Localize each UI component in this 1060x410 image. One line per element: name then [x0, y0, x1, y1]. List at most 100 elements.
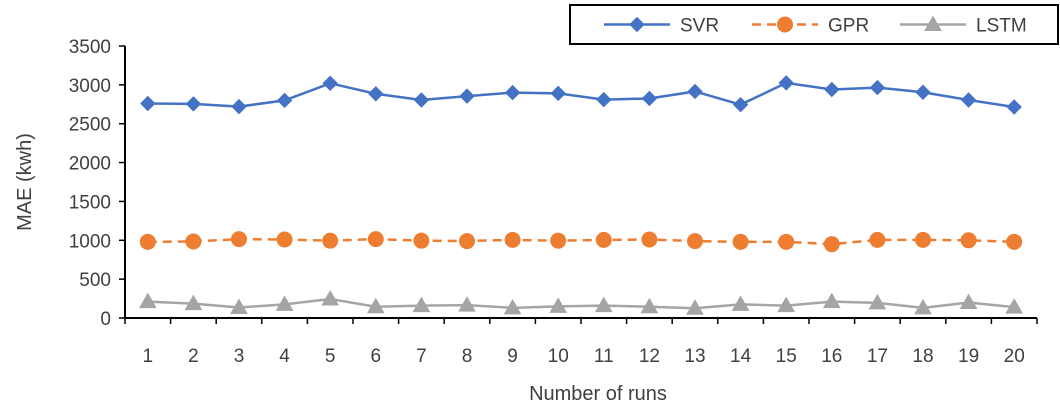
x-tick-label: 5 [325, 346, 336, 367]
data-point-svr [869, 79, 886, 96]
data-point-svr [459, 88, 475, 104]
data-point-lstm [366, 297, 385, 314]
x-tick-label: 16 [821, 346, 842, 367]
data-point-svr [231, 98, 247, 115]
series-gpr [139, 231, 1023, 253]
data-point-svr [1006, 99, 1022, 115]
data-point-gpr [960, 232, 977, 249]
legend-marker-svr [629, 16, 645, 33]
x-tick-label: 7 [416, 346, 427, 367]
x-tick-label: 11 [594, 346, 614, 367]
x-tick-label: 19 [958, 346, 979, 367]
data-point-gpr [732, 233, 749, 250]
x-tick-label: 18 [912, 346, 933, 367]
data-point-svr [824, 81, 840, 98]
data-point-svr [687, 83, 703, 100]
x-tick-label: 20 [1004, 346, 1025, 367]
data-point-svr [185, 96, 202, 112]
data-point-lstm [1005, 298, 1024, 314]
legend-marker-lstm [924, 15, 942, 31]
y-tick-label: 3000 [69, 76, 111, 97]
data-point-lstm [868, 293, 887, 310]
data-point-lstm [412, 296, 431, 313]
data-point-svr [322, 75, 338, 92]
data-point-svr [504, 84, 521, 101]
data-point-lstm [777, 296, 796, 313]
x-tick-label: 14 [730, 346, 752, 367]
data-point-lstm [321, 289, 340, 306]
data-point-lstm [275, 295, 294, 311]
data-point-svr [596, 91, 612, 108]
data-point-gpr [641, 231, 658, 248]
legend-marker-gpr [777, 16, 793, 33]
data-point-gpr [413, 232, 430, 249]
data-point-gpr [550, 232, 567, 249]
data-point-svr [140, 95, 156, 112]
legend: SVR GPR LSTM [569, 4, 1059, 45]
series-line-svr [147, 81, 1015, 109]
y-tick-label: 2500 [69, 115, 111, 136]
data-point-lstm [959, 293, 978, 309]
data-point-gpr [367, 231, 384, 248]
x-tick-label: 3 [234, 346, 245, 367]
x-tick-label: 4 [279, 346, 290, 367]
data-point-gpr [1006, 233, 1023, 250]
series-group [138, 75, 1024, 315]
data-point-lstm [230, 298, 248, 315]
data-point-gpr [185, 233, 202, 250]
data-point-lstm [686, 299, 704, 315]
legend-label-gpr: GPR [828, 16, 869, 37]
x-tick-label: 10 [548, 346, 569, 367]
data-point-lstm [549, 297, 568, 313]
legend-label-lstm: LSTM [976, 16, 1027, 37]
x-tick-label: 1 [143, 346, 154, 367]
series-lstm [138, 289, 1024, 315]
x-tick-labels: 1 2 3 4 5 6 7 8 9 10 11 12 13 14 15 16 17 18 19 20 [124, 318, 1038, 367]
data-point-gpr [915, 231, 931, 248]
data-point-gpr [595, 231, 612, 248]
x-tick-label: 15 [776, 346, 797, 367]
data-point-gpr [823, 236, 840, 253]
data-point-gpr [322, 232, 339, 249]
data-point-gpr [869, 231, 886, 248]
data-point-svr [413, 92, 430, 108]
y-tick-label: 2000 [69, 154, 111, 175]
y-tick-label: 500 [79, 270, 111, 291]
data-point-svr [276, 92, 293, 109]
data-point-lstm [640, 297, 659, 314]
y-tick-labels: 0 500 1000 1500 2000 2500 3000 3500 [69, 37, 125, 330]
y-tick-label: 1000 [69, 231, 111, 252]
data-point-gpr [231, 231, 247, 248]
data-point-svr [368, 86, 384, 102]
legend-label-svr: SVR [680, 16, 719, 37]
data-point-lstm [914, 298, 932, 315]
x-tick-label: 2 [188, 346, 199, 367]
data-point-svr [778, 75, 794, 91]
data-point-svr [550, 85, 566, 102]
data-point-svr [732, 96, 749, 113]
x-tick-label: 12 [639, 346, 660, 367]
x-tick-label: 9 [507, 346, 518, 367]
data-point-lstm [184, 294, 203, 311]
series-line-lstm [147, 297, 1015, 310]
y-tick-label: 1500 [69, 192, 111, 213]
data-point-lstm [138, 292, 157, 309]
data-point-lstm [731, 295, 750, 311]
data-point-lstm [822, 292, 841, 309]
data-point-gpr [778, 233, 795, 250]
data-point-lstm [458, 296, 476, 312]
x-axis-title: Number of runs [529, 383, 667, 405]
data-point-gpr [687, 233, 703, 250]
data-point-gpr [139, 233, 156, 250]
data-point-svr [915, 84, 931, 100]
axes [124, 46, 1037, 319]
y-axis-title: MAE (kwh) [14, 133, 36, 231]
y-tick-label: 3500 [69, 37, 111, 58]
data-point-svr [960, 92, 977, 108]
data-point-svr [641, 90, 658, 107]
x-tick-label: 8 [462, 346, 473, 367]
data-point-gpr [276, 231, 293, 248]
data-point-gpr [504, 231, 521, 248]
x-tick-label: 17 [867, 346, 888, 367]
